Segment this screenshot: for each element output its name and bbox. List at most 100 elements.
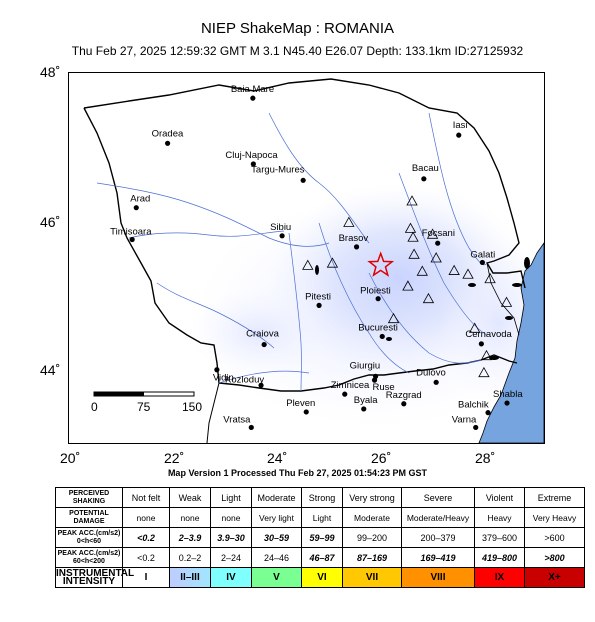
legend-cell: Very light	[251, 507, 302, 528]
city-label: Vratsa	[223, 414, 251, 425]
legend-cell: VIII	[401, 567, 475, 588]
legend-cell: none	[169, 507, 211, 528]
shaking-zone-west	[189, 288, 329, 378]
legend-cell: 200–379	[401, 527, 475, 548]
scale-bar: 0 75 150	[91, 391, 202, 414]
legend-cell: X+	[524, 567, 585, 588]
city-label: Razgrad	[386, 390, 422, 401]
station-triangle-icon	[302, 259, 314, 270]
legend-cell: Moderate	[342, 507, 402, 528]
legend-cell: 30–59	[251, 527, 302, 548]
legend-cell: 87–169	[342, 547, 402, 568]
station-triangle-icon	[462, 268, 474, 279]
legend-cell: 24–46	[251, 547, 302, 568]
legend-cell: II–III	[169, 567, 211, 588]
city-label: Kozloduy	[225, 374, 264, 385]
legend-cell: <0.2	[122, 527, 170, 548]
legend-cell: VI	[301, 567, 343, 588]
event-info: Thu Feb 27, 2025 12:59:32 GMT M 3.1 N45.…	[71, 44, 524, 58]
map-title: NIEP ShakeMap : ROMANIA	[200, 20, 395, 37]
legend-cell: Violent	[474, 487, 525, 508]
station-triangle-icon	[387, 312, 400, 324]
seismic-stations	[302, 195, 513, 378]
legend-cell: 99–200	[342, 527, 402, 548]
station-triangle-icon	[422, 292, 435, 304]
serbia-bulgaria-border	[206, 382, 220, 443]
city-dot-icon	[361, 406, 367, 412]
legend-row-header: PEAK ACC.(cm/s2) 0<h<60	[55, 527, 123, 548]
station-triangle-icon	[402, 280, 414, 291]
city-dot-icon	[300, 177, 306, 183]
city-dot-icon	[401, 401, 407, 407]
city-label: Varna	[452, 414, 477, 425]
station-triangle-icon	[343, 216, 355, 227]
city-dot-icon	[303, 409, 309, 415]
station-triangle-icon	[326, 257, 339, 268]
legend-cell: VII	[342, 567, 402, 588]
city-dot-icon	[316, 302, 322, 308]
city-dot-icon	[504, 400, 510, 406]
city-dot-icon	[164, 140, 171, 146]
city-dot-icon	[435, 240, 441, 246]
city-label: Cluj-Napoca	[225, 150, 278, 161]
legend-row: PERCEIVED SHAKING Not felt Weak Light Moderat…	[55, 487, 585, 508]
city-label: Bacau	[412, 163, 439, 174]
city-label: Giurgiu	[350, 360, 381, 371]
city-label: Bucuresti	[358, 322, 398, 333]
city-label: Brasov	[339, 233, 369, 244]
legend-cell: 3.9–30	[210, 527, 252, 548]
station-triangle-icon	[480, 349, 493, 361]
legend-cell: Very strong	[342, 487, 402, 508]
city-label: Vidin	[213, 373, 234, 384]
city-label: Shabla	[493, 389, 523, 400]
legend-cell: 419–800	[474, 547, 525, 568]
station-triangle-icon	[468, 322, 481, 333]
legend-cell: Weak	[169, 487, 211, 508]
station-triangle-icon	[426, 228, 439, 239]
scale-label-0: 0	[91, 400, 98, 414]
legend-cell: IX	[474, 567, 525, 588]
station-triangle-icon	[484, 272, 496, 284]
intensity-legend: PERCEIVED SHAKING Not felt Weak Light Moderat…	[55, 487, 585, 588]
lon-label-20: 20˚	[60, 450, 81, 466]
legend-cell: Heavy	[474, 507, 525, 528]
northern-border	[83, 78, 526, 289]
city-dot-icon	[353, 244, 360, 250]
legend-cell: Severe	[401, 487, 475, 508]
city-label: Focsani	[422, 228, 455, 239]
legend-row-header: PEAK ACC.(cm/s2) 60<h<200	[55, 547, 123, 568]
city-label: Ruse	[373, 382, 395, 393]
city-dot-icon	[133, 205, 139, 211]
city-dot-icon	[375, 296, 381, 302]
city-dot-icon	[258, 382, 264, 388]
city-dot-icon	[473, 424, 479, 431]
legend-cell: 379–600	[474, 527, 525, 548]
legend-cell: V	[251, 567, 302, 588]
station-triangle-icon	[448, 264, 460, 275]
city-label: Balchik	[458, 400, 489, 411]
epicenter-star-icon	[367, 251, 395, 277]
lat-label-46: 46˚	[40, 214, 61, 230]
legend-cell: Moderate	[251, 487, 302, 508]
city-label: Dulovo	[416, 367, 446, 378]
lon-label-28: 28˚	[475, 450, 496, 466]
legend-cell: Not felt	[122, 487, 170, 508]
station-triangle-icon	[406, 195, 418, 206]
city-markers: Baia Mare Oradea Iasi Cluj-Napoca Targu-Mure…	[110, 84, 523, 431]
legend-cell: >600	[524, 527, 585, 548]
city-label: Byala	[354, 395, 378, 406]
city-dot-icon	[261, 341, 267, 348]
city-dot-icon	[214, 367, 220, 373]
legend-cell: Very Heavy	[524, 507, 585, 528]
city-dot-icon	[479, 259, 485, 266]
station-triangle-icon	[416, 265, 428, 276]
shakemap-area[interactable]: Baia Mare Oradea Iasi Cluj-Napoca Targu-Mure…	[68, 72, 545, 444]
city-dot-icon	[248, 424, 254, 431]
city-label: Galati	[470, 249, 495, 260]
legend-cell: 0.2–2	[169, 547, 211, 568]
lon-label-24: 24˚	[267, 450, 288, 466]
legend-cell: Light	[301, 507, 343, 528]
city-label: Arad	[130, 194, 150, 205]
city-label: Craiova	[246, 329, 279, 340]
legend-cell: 169–419	[401, 547, 475, 568]
